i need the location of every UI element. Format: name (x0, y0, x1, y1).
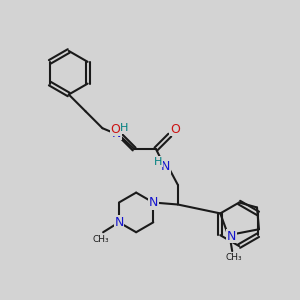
Text: O: O (110, 123, 120, 136)
Text: N: N (114, 216, 124, 229)
Text: N: N (226, 230, 236, 243)
Text: N: N (112, 127, 121, 140)
Text: H: H (120, 123, 128, 133)
Text: N: N (161, 160, 170, 173)
Text: N: N (148, 196, 158, 209)
Text: CH₃: CH₃ (93, 235, 110, 244)
Text: CH₃: CH₃ (226, 254, 242, 262)
Text: O: O (170, 123, 180, 136)
Text: H: H (154, 157, 162, 167)
